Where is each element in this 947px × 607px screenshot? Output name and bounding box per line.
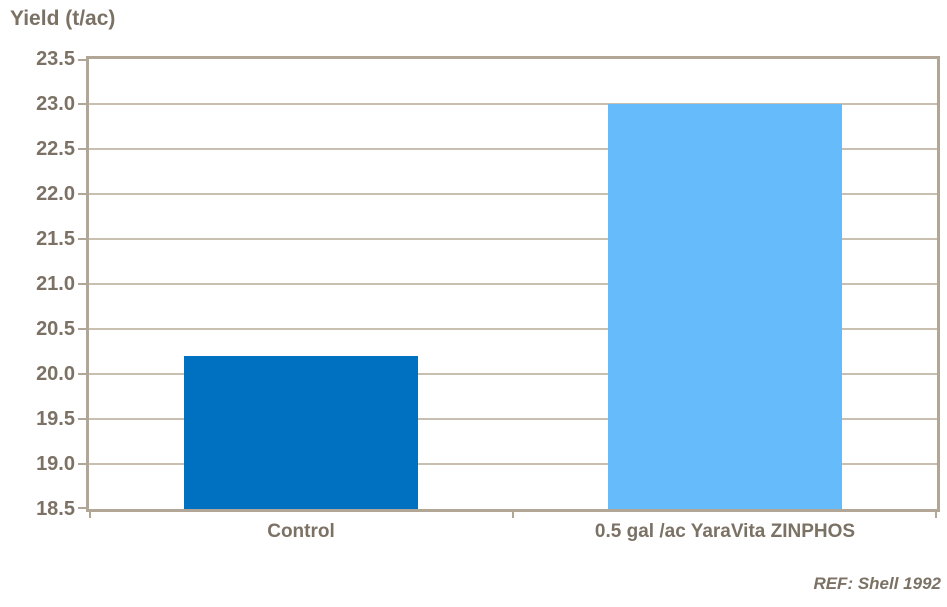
y-axis-tick-label: 19.0 xyxy=(36,453,75,475)
y-axis-tick xyxy=(78,463,87,465)
gridline xyxy=(89,418,937,420)
y-axis-tick xyxy=(78,328,87,330)
gridline xyxy=(89,373,937,375)
y-axis-tick xyxy=(78,193,87,195)
chart-title: Yield (t/ac) xyxy=(10,7,116,30)
x-axis-tick xyxy=(935,509,937,518)
y-axis-tick-label: 20.5 xyxy=(36,318,75,340)
gridline xyxy=(89,193,937,195)
gridline xyxy=(89,238,937,240)
y-axis-tick xyxy=(78,238,87,240)
x-axis-tick xyxy=(89,509,91,518)
plot-area: 18.5 19.0 19.5 20.0 20.5 21.0 21.5 22.0 22.5 23.0… xyxy=(36,48,940,520)
y-axis-tick xyxy=(78,418,87,420)
y-axis-tick-label: 22.0 xyxy=(36,183,75,205)
gridline xyxy=(89,103,937,105)
bar-treatment xyxy=(608,104,842,509)
x-axis-tick xyxy=(512,509,514,518)
gridline xyxy=(89,283,937,285)
y-axis-tick-label: 20.0 xyxy=(36,363,75,385)
gridline xyxy=(89,148,937,150)
gridline xyxy=(89,328,937,330)
y-axis-tick xyxy=(78,59,87,61)
y-axis-tick xyxy=(78,283,87,285)
y-axis-tick-label: 21.5 xyxy=(36,228,75,250)
gridline xyxy=(89,463,937,465)
x-axis-category-label: Control xyxy=(267,521,335,542)
y-axis-tick-label: 18.5 xyxy=(36,498,75,520)
y-axis-tick-label: 22.5 xyxy=(36,138,75,160)
y-axis-tick-label: 19.5 xyxy=(36,408,75,430)
y-axis-tick xyxy=(78,507,87,509)
bar-control xyxy=(184,356,418,509)
reference-footnote: REF: Shell 1992 xyxy=(813,574,941,593)
y-axis-tick xyxy=(78,148,87,150)
y-axis-tick-label: 23.0 xyxy=(36,93,75,115)
y-axis-tick-label: 21.0 xyxy=(36,273,75,295)
y-axis-tick xyxy=(78,103,87,105)
y-axis-tick-label: 23.5 xyxy=(36,48,75,70)
x-axis-labels: Control 0.5 gal /ac YaraVita ZINPHOS xyxy=(89,521,937,543)
y-axis-tick xyxy=(78,373,87,375)
x-axis-category-label: 0.5 gal /ac YaraVita ZINPHOS xyxy=(594,521,856,542)
